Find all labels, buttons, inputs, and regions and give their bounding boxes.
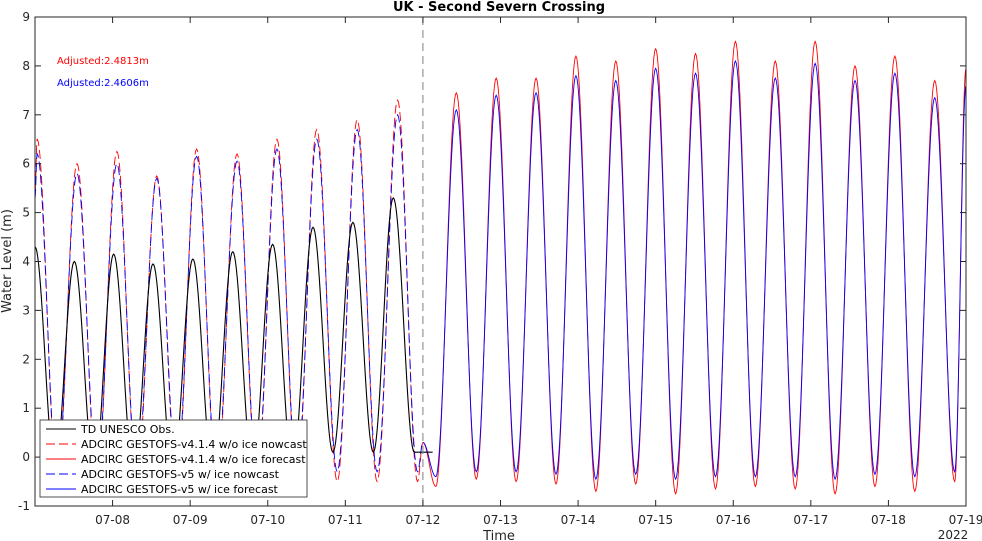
y-tick-label: 7 <box>22 108 30 122</box>
chart-title: UK - Second Severn Crossing <box>393 0 605 15</box>
y-tick-label: -1 <box>18 499 30 513</box>
x-tick-label: 07-19 <box>949 513 982 527</box>
y-tick-label: 1 <box>22 401 30 415</box>
y-tick-label: 5 <box>22 206 30 220</box>
x-tick-label: 07-11 <box>328 513 363 527</box>
x-axis-label: Time <box>482 529 515 541</box>
series-line-3 <box>34 113 424 473</box>
x-tick-label: 07-18 <box>871 513 906 527</box>
legend-label-4: ADCIRC GESTOFS-v5 w/ ice forecast <box>81 483 279 496</box>
y-tick-label: 8 <box>22 59 30 73</box>
x-tick-label: 07-14 <box>561 513 596 527</box>
legend-label-2: ADCIRC GESTOFS-v4.1.4 w/o ice forecast <box>81 453 306 466</box>
x-tick-label: 07-08 <box>95 513 130 527</box>
y-tick-label: 3 <box>22 303 30 317</box>
x-tick-label: 07-16 <box>716 513 751 527</box>
legend-label-0: TD UNESCO Obs. <box>80 423 175 436</box>
annotation-adjusted-red: Adjusted:2.4813m <box>57 56 149 67</box>
y-tick-label: 9 <box>22 10 30 24</box>
y-tick-label: 0 <box>22 450 30 464</box>
legend-box <box>39 419 308 498</box>
legend: TD UNESCO Obs. ADCIRC GESTOFS-v4.1.4 w/o … <box>39 419 308 498</box>
y-axis-label: Water Level (m) <box>0 209 15 313</box>
series-layer <box>34 40 967 495</box>
x-tick-label: 07-12 <box>405 513 440 527</box>
axis-ticks: -1 0 1 2 3 4 5 6 7 8 9 07-08 07-09 07-10 07-11 07-12 07-… <box>18 10 982 527</box>
x-tick-label: 07-10 <box>250 513 285 527</box>
x-tick-label: 07-09 <box>173 513 208 527</box>
y-tick-label: 4 <box>22 255 30 269</box>
x-axis-year-label: 2022 <box>938 528 969 541</box>
x-tick-label: 07-15 <box>638 513 673 527</box>
legend-entries: TD UNESCO Obs. ADCIRC GESTOFS-v4.1.4 w/o … <box>46 423 307 496</box>
y-tick-label: 6 <box>22 157 30 171</box>
y-tick-label: 2 <box>22 352 30 366</box>
x-tick-label: 07-17 <box>793 513 828 527</box>
series-line-4 <box>422 59 967 481</box>
series-line-0 <box>34 196 433 473</box>
legend-label-1: ADCIRC GESTOFS-v4.1.4 w/o ice nowcast <box>81 438 307 451</box>
annotation-adjusted-blue: Adjusted:2.4606m <box>57 78 149 89</box>
x-tick-label: 07-13 <box>483 513 518 527</box>
legend-label-3: ADCIRC GESTOFS-v5 w/ ice nowcast <box>81 468 280 481</box>
